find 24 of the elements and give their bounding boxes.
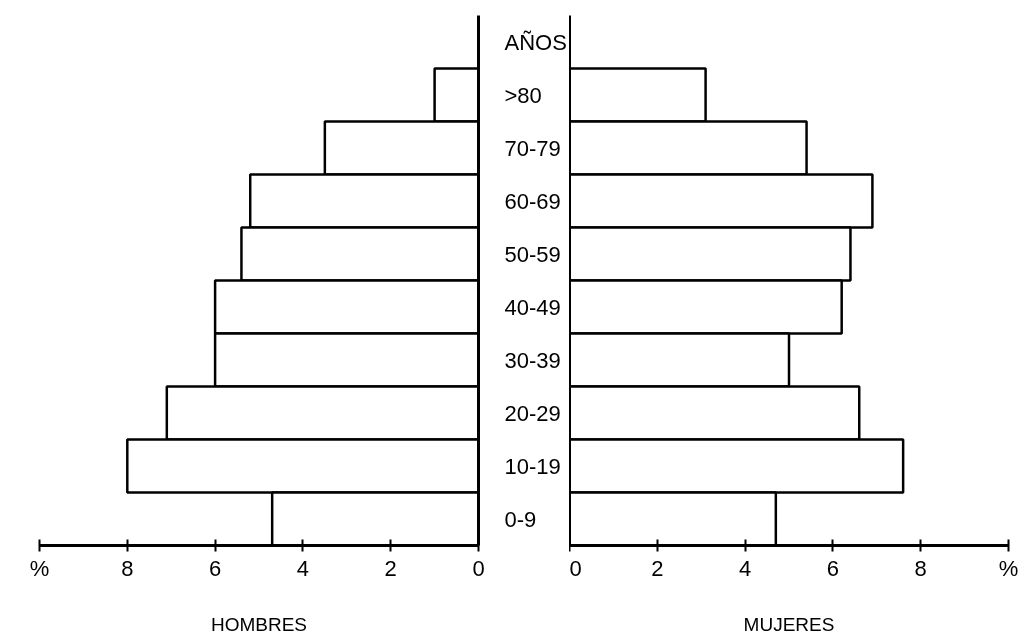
x-tick-label: 2 (384, 555, 397, 581)
x-tick-label: 6 (208, 555, 222, 581)
x-tick-label: % (998, 555, 1019, 581)
y-tick-label: 20-29 (504, 400, 561, 426)
x-tick-label: 0 (472, 555, 485, 581)
y-tick-label: 0-9 (504, 506, 537, 532)
y-tick-label: 10-19 (504, 453, 561, 479)
y-tick-label: 50-59 (504, 241, 561, 267)
y-tick-label: 60-69 (504, 188, 561, 214)
y-tick-label: >80 (504, 82, 542, 108)
x-tick-label: 0 (569, 555, 582, 581)
x-axis-title: HOMBRES (210, 613, 308, 635)
x-tick-label: 8 (121, 555, 134, 581)
x-tick-label: 2 (651, 555, 664, 581)
x-axis-title: MUJERES (743, 613, 835, 635)
x-tick-label: 6 (826, 555, 840, 581)
x-tick-label: 4 (738, 555, 752, 581)
y-tick-label: 40-49 (504, 294, 561, 320)
y-tick-label: 30-39 (504, 347, 561, 373)
text: AÑOS (504, 29, 567, 55)
x-tick-label: 8 (914, 555, 927, 581)
y-tick-label: 70-79 (504, 135, 561, 161)
x-tick-label: 4 (296, 555, 310, 581)
x-tick-label: % (29, 555, 50, 581)
